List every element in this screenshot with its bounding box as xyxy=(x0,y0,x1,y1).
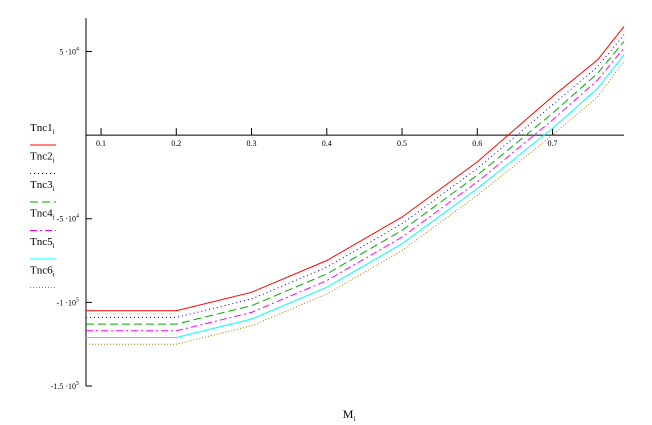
legend-sub: i xyxy=(53,271,55,279)
legend-name: Tnc6 xyxy=(30,265,53,277)
series-line-tnc5 xyxy=(86,54,625,338)
y-tick-times: ·10 xyxy=(65,298,76,307)
legend-label-tnc5: Tnc5i xyxy=(30,236,55,250)
y-ticks: 5 ·104-5 ·104-1 ·105-1.5 ·105 xyxy=(51,46,92,391)
legend-name: Tnc4 xyxy=(30,208,53,220)
series-line-tnc3 xyxy=(86,41,625,325)
x-axis-label: Mi xyxy=(343,407,356,423)
series-line-tnc1 xyxy=(86,26,625,312)
legend-sub: i xyxy=(53,157,55,165)
legend-name: Tnc2 xyxy=(30,151,53,163)
y-tick-label: -1.5 ·105 xyxy=(51,381,79,391)
y-tick-times: ·10 xyxy=(65,215,76,224)
legend-label-tnc4: Tnc4i xyxy=(30,208,55,222)
y-tick-label: 5 ·104 xyxy=(59,46,79,56)
y-tick-exponent: 4 xyxy=(76,214,79,220)
x-tick-label: 0.5 xyxy=(397,139,407,148)
y-tick-mantissa: -5 xyxy=(57,215,66,224)
x-axis-label-sub: i xyxy=(353,415,355,423)
series-line-tnc2 xyxy=(86,34,625,318)
y-tick-mantissa: -1.5 xyxy=(51,382,66,391)
series-line-tnc6 xyxy=(86,61,625,345)
x-tick-label: 0.2 xyxy=(171,139,181,148)
y-tick-times: ·10 xyxy=(65,47,76,56)
legend-label-tnc3: Tnc3i xyxy=(30,179,55,193)
legend-name: Tnc5 xyxy=(30,236,53,248)
legend-sub: i xyxy=(53,185,55,193)
series-line-tnc4 xyxy=(86,47,625,332)
legend-label-tnc1: Tnc1i xyxy=(30,122,55,136)
legend-label-tnc2: Tnc2i xyxy=(30,151,55,165)
y-tick-mantissa: 5 xyxy=(59,47,65,56)
legend-name: Tnc1 xyxy=(30,122,53,134)
x-tick-label: 0.7 xyxy=(548,139,558,148)
y-tick-exponent: 5 xyxy=(76,381,79,387)
x-ticks: 0.1 0.2 0.3 0.4 0.5 0.6 0.7 xyxy=(96,128,558,148)
y-tick-label: -5 ·104 xyxy=(57,214,79,224)
x-tick-label: 0.6 xyxy=(472,139,482,148)
y-tick-mantissa: -1 xyxy=(57,298,66,307)
x-tick-label: 0.3 xyxy=(247,139,257,148)
legend-sub: i xyxy=(53,242,55,250)
legend-name: Tnc3 xyxy=(30,179,53,191)
x-tick-label: 0.1 xyxy=(96,139,106,148)
legend-sub: i xyxy=(53,214,55,222)
y-tick-exponent: 5 xyxy=(76,297,79,303)
y-tick-exponent: 4 xyxy=(76,46,79,52)
legend-label-tnc6: Tnc6i xyxy=(30,265,55,279)
y-tick-times: ·10 xyxy=(65,382,76,391)
x-axis-label-base: M xyxy=(343,407,354,421)
x-tick-label: 0.4 xyxy=(322,139,332,148)
y-tick-label: -1 ·105 xyxy=(57,297,79,307)
legend-sub: i xyxy=(53,128,55,136)
series-lines xyxy=(86,26,625,345)
